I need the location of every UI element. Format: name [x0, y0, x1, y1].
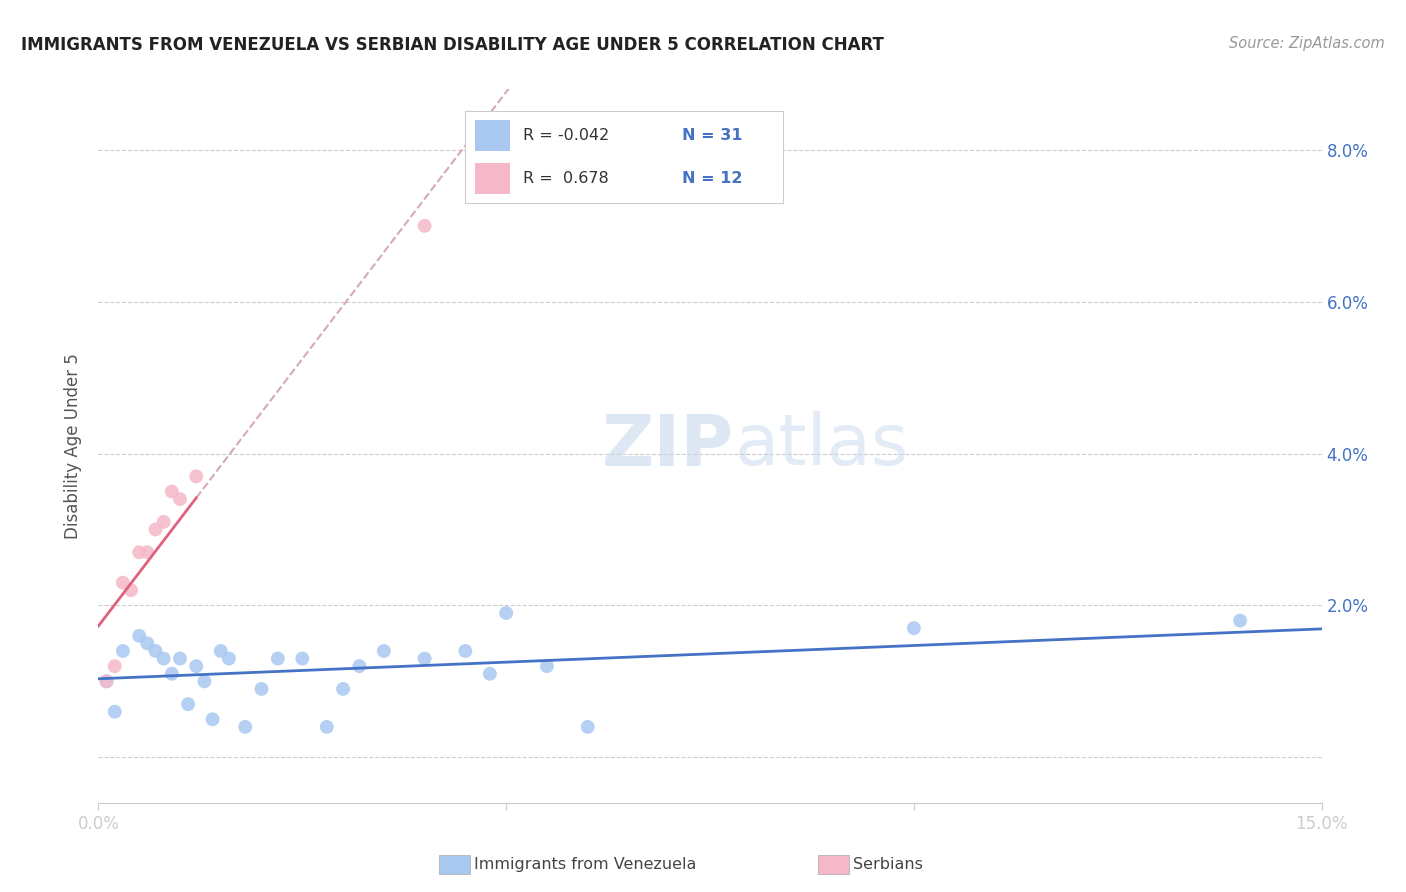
Text: atlas: atlas — [734, 411, 908, 481]
Point — [136, 545, 159, 559]
Point — [111, 644, 134, 658]
Point — [413, 219, 436, 233]
Point — [454, 644, 477, 658]
Point — [233, 720, 256, 734]
Point — [478, 666, 501, 681]
Text: Immigrants from Venezuela: Immigrants from Venezuela — [474, 857, 696, 871]
Point — [1229, 614, 1251, 628]
Point — [136, 636, 159, 650]
Text: N = 12: N = 12 — [682, 171, 742, 186]
Point — [315, 720, 337, 734]
Point — [373, 644, 395, 658]
Point — [209, 644, 232, 658]
Point — [332, 681, 354, 696]
Point — [267, 651, 290, 665]
Point — [177, 697, 200, 711]
Point — [495, 606, 517, 620]
Point — [111, 575, 134, 590]
Point — [160, 484, 183, 499]
Point — [186, 469, 208, 483]
Text: ZIP: ZIP — [602, 411, 734, 481]
Point — [169, 492, 191, 507]
Point — [193, 674, 215, 689]
Point — [160, 666, 183, 681]
Point — [186, 659, 208, 673]
FancyBboxPatch shape — [475, 120, 510, 152]
Text: R =  0.678: R = 0.678 — [523, 171, 609, 186]
Point — [250, 681, 273, 696]
Point — [120, 583, 142, 598]
Point — [291, 651, 314, 665]
Point — [145, 644, 167, 658]
Point — [218, 651, 240, 665]
Point — [349, 659, 371, 673]
Text: Serbians: Serbians — [853, 857, 924, 871]
Point — [128, 629, 150, 643]
Text: R = -0.042: R = -0.042 — [523, 128, 609, 143]
Point — [169, 651, 191, 665]
FancyBboxPatch shape — [475, 162, 510, 194]
Text: N = 31: N = 31 — [682, 128, 742, 143]
Point — [536, 659, 558, 673]
Point — [128, 545, 150, 559]
Point — [152, 515, 174, 529]
Text: Source: ZipAtlas.com: Source: ZipAtlas.com — [1229, 36, 1385, 51]
Point — [413, 651, 436, 665]
Point — [104, 659, 127, 673]
Point — [104, 705, 127, 719]
Point — [903, 621, 925, 635]
Point — [576, 720, 599, 734]
Point — [145, 523, 167, 537]
Point — [96, 674, 118, 689]
Point — [96, 674, 118, 689]
Y-axis label: Disability Age Under 5: Disability Age Under 5 — [63, 353, 82, 539]
Point — [201, 712, 224, 726]
Point — [152, 651, 174, 665]
Text: IMMIGRANTS FROM VENEZUELA VS SERBIAN DISABILITY AGE UNDER 5 CORRELATION CHART: IMMIGRANTS FROM VENEZUELA VS SERBIAN DIS… — [21, 36, 884, 54]
